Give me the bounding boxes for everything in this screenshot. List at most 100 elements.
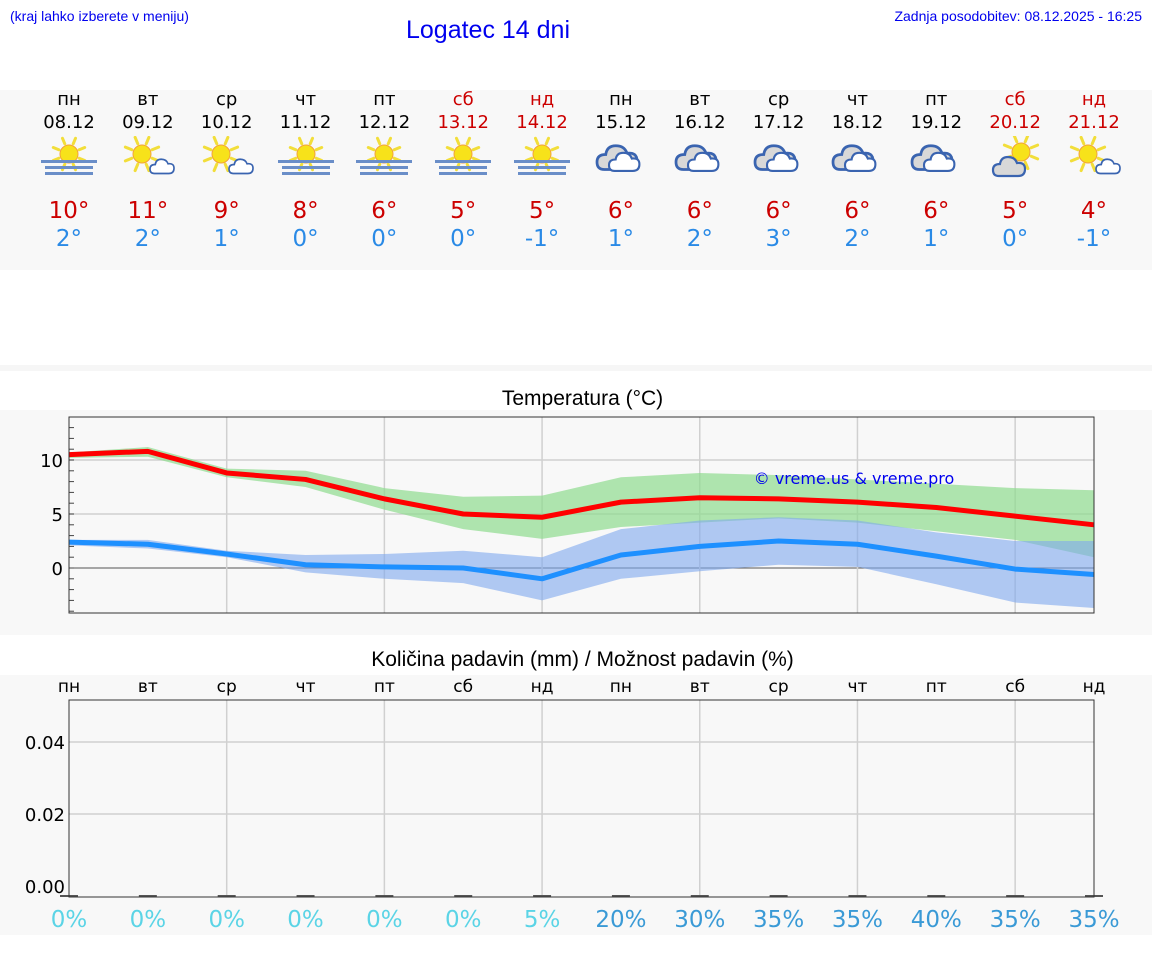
- sun-small-cloud-icon: [199, 135, 255, 180]
- svg-text:40%: 40%: [911, 907, 962, 933]
- day-name: нд: [529, 89, 555, 110]
- min-temp: 2°: [134, 226, 161, 252]
- min-temp: -1°: [524, 226, 560, 252]
- svg-text:0%: 0%: [366, 907, 403, 933]
- svg-text:пн: пн: [610, 677, 632, 697]
- day-date: 09.12: [122, 112, 174, 133]
- temperature-chart-title: Temperatura (°C): [501, 387, 664, 410]
- max-temp: 6°: [765, 198, 792, 224]
- day-name: сб: [1004, 89, 1026, 110]
- svg-text:ср: ср: [769, 677, 789, 697]
- overcast-cloud-icon: [829, 136, 885, 180]
- max-temp: 10°: [48, 198, 90, 224]
- svg-text:0%: 0%: [130, 907, 167, 933]
- precipitation-chart-title: Količina padavin (mm) / Možnost padavin …: [371, 648, 794, 671]
- day-date: 21.12: [1068, 112, 1120, 133]
- day-date: 12.12: [358, 112, 411, 133]
- svg-text:0%: 0%: [445, 907, 482, 933]
- day-name: вт: [137, 89, 159, 110]
- overcast-cloud-icon: [751, 136, 807, 180]
- svg-text:20%: 20%: [595, 907, 646, 933]
- svg-text:вт: вт: [138, 677, 158, 697]
- max-temp: 6°: [844, 198, 871, 224]
- sun-fog-icon: [435, 136, 492, 180]
- day-name: чт: [846, 89, 869, 110]
- svg-text:0%: 0%: [208, 907, 245, 933]
- divider: [0, 365, 1152, 371]
- day-date: 14.12: [516, 112, 568, 133]
- day-date: 20.12: [989, 112, 1041, 133]
- precipitation-chart-background: [0, 675, 1152, 935]
- day-date: 10.12: [200, 112, 253, 133]
- day-name: пн: [609, 89, 633, 110]
- day-name: ср: [216, 89, 238, 110]
- max-temp: 9°: [213, 198, 240, 224]
- sun-fog-icon: [514, 136, 571, 180]
- svg-text:чт: чт: [847, 677, 867, 697]
- svg-text:нд: нд: [531, 677, 554, 697]
- min-temp: 2°: [686, 226, 713, 252]
- day-name: пн: [57, 89, 81, 110]
- max-temp: 6°: [371, 198, 398, 224]
- svg-text:30%: 30%: [674, 907, 725, 933]
- header-hint: (kraj lahko izberete v meniju): [10, 8, 189, 24]
- sun-small-cloud-icon: [1066, 135, 1122, 180]
- max-temp: 6°: [923, 198, 950, 224]
- day-name: пт: [925, 89, 948, 110]
- sun-small-cloud-icon: [120, 135, 176, 180]
- svg-text:35%: 35%: [1068, 907, 1119, 933]
- svg-text:0.04: 0.04: [25, 733, 65, 754]
- max-temp: 11°: [127, 198, 169, 224]
- overcast-cloud-icon: [593, 136, 649, 180]
- day-name: вт: [689, 89, 711, 110]
- min-temp: 3°: [765, 226, 792, 252]
- svg-text:5%: 5%: [524, 907, 561, 933]
- svg-text:5: 5: [52, 505, 63, 526]
- svg-text:сб: сб: [453, 677, 473, 697]
- daily-forecast-strip: пн 08.12 10° 2° вт 09.12 11° 2° ср 10.12 9…: [0, 90, 1152, 270]
- svg-text:сб: сб: [1005, 677, 1025, 697]
- svg-text:0%: 0%: [287, 907, 324, 933]
- svg-text:10: 10: [40, 451, 63, 472]
- day-date: 08.12: [43, 112, 95, 133]
- svg-text:0: 0: [52, 559, 63, 580]
- cloud-sun-icon: [987, 133, 1043, 180]
- temperature-chart: 0 5 10 © vreme.us & vreme.pro: [40, 416, 1095, 614]
- svg-text:вт: вт: [690, 677, 710, 697]
- min-temp: 0°: [450, 226, 477, 252]
- day-name: пт: [373, 89, 396, 110]
- max-temp: 5°: [1002, 198, 1029, 224]
- min-temp: 0°: [371, 226, 398, 252]
- day-name: сб: [452, 89, 474, 110]
- watermark: © vreme.us & vreme.pro: [754, 469, 955, 488]
- overcast-cloud-icon: [908, 136, 964, 180]
- svg-text:0.00: 0.00: [25, 877, 65, 898]
- max-temp: 5°: [450, 198, 477, 224]
- day-date: 17.12: [752, 112, 805, 133]
- min-temp: 1°: [923, 226, 950, 252]
- day-date: 18.12: [831, 112, 884, 133]
- max-temp: 8°: [292, 198, 319, 224]
- min-temp: 0°: [1002, 226, 1029, 252]
- svg-text:пт: пт: [374, 677, 395, 697]
- svg-text:0%: 0%: [51, 907, 88, 933]
- svg-text:0.02: 0.02: [25, 805, 65, 826]
- sun-fog-icon: [41, 136, 97, 180]
- svg-text:пн: пн: [58, 677, 80, 697]
- min-temp: 1°: [213, 226, 240, 252]
- max-temp: 4°: [1080, 198, 1108, 224]
- last-update: Zadnja posodobitev: 08.12.2025 - 16:25: [894, 8, 1142, 24]
- svg-text:35%: 35%: [990, 907, 1041, 933]
- day-date: 16.12: [674, 112, 726, 133]
- min-temp: 0°: [292, 226, 319, 252]
- max-temp: 6°: [686, 198, 713, 224]
- day-date: 15.12: [595, 112, 647, 133]
- day-name: чт: [294, 89, 317, 110]
- precipitation-chart: 0.00 0.02 0.04 пн 0% вт 0% ср 0% чт 0% пт 0% сб 0% нд 5%…: [25, 677, 1120, 933]
- svg-text:чт: чт: [296, 677, 316, 697]
- day-date: 19.12: [910, 112, 963, 133]
- svg-text:ср: ср: [217, 677, 237, 697]
- min-temp: 2°: [844, 226, 871, 252]
- day-date: 13.12: [437, 112, 489, 133]
- day-name: нд: [1081, 89, 1107, 110]
